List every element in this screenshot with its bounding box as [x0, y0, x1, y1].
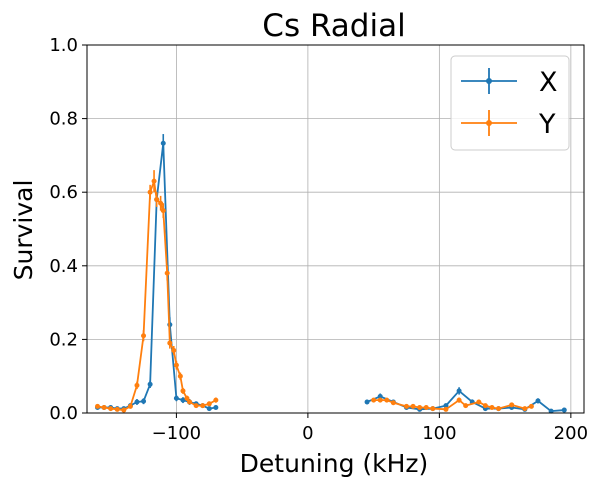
data-point — [177, 373, 183, 379]
data-point — [482, 403, 488, 409]
data-point — [108, 406, 114, 412]
data-point — [443, 406, 449, 412]
data-point — [476, 399, 482, 405]
data-point — [147, 189, 153, 195]
data-point — [171, 347, 177, 353]
data-point — [213, 404, 219, 410]
x-tick-label: 200 — [554, 423, 588, 444]
series-y — [95, 170, 534, 413]
data-point — [456, 388, 462, 394]
data-point — [147, 381, 153, 387]
data-point — [213, 397, 219, 403]
data-point — [160, 140, 166, 146]
data-point — [121, 407, 127, 413]
data-point — [141, 333, 147, 339]
data-point — [200, 403, 206, 409]
data-point — [390, 400, 396, 406]
plot-frame — [86, 44, 585, 414]
data-point — [151, 178, 157, 184]
data-point — [187, 399, 193, 405]
legend-label: X — [539, 67, 558, 98]
data-point — [95, 403, 101, 409]
data-point — [154, 197, 160, 203]
y-tick-label: 0.4 — [49, 256, 78, 277]
y-tick-label: 0.2 — [49, 329, 78, 350]
y-axis-ticks: 0.0 0.2 0.4 0.6 0.8 1.0 — [49, 35, 87, 424]
data-point — [443, 403, 449, 409]
data-point — [489, 404, 495, 410]
data-point — [456, 397, 462, 403]
data-point — [509, 402, 515, 408]
data-point — [377, 393, 383, 399]
data-point — [164, 270, 170, 276]
data-point — [496, 406, 502, 412]
data-point — [417, 404, 423, 410]
data-point — [127, 403, 133, 409]
legend-label: Y — [538, 109, 556, 140]
x-axis-label: Detuning (kHz) — [240, 449, 429, 478]
legend: XY — [450, 55, 570, 151]
chart-title: Cs Radial — [262, 8, 405, 44]
data-point — [404, 403, 409, 409]
data-point — [173, 395, 179, 401]
data-point — [561, 407, 567, 413]
data-point — [410, 403, 416, 409]
y-tick-label: 0.8 — [49, 109, 78, 130]
x-tick-label: 100 — [422, 423, 456, 444]
data-point — [173, 362, 179, 368]
y-axis-label: Survival — [9, 180, 38, 281]
series-layer — [95, 134, 567, 414]
x-tick-label: 0 — [302, 423, 313, 444]
data-point — [206, 401, 212, 407]
y-tick-label: 0.0 — [49, 403, 78, 424]
y-tick-label: 1.0 — [49, 35, 78, 56]
x-tick-label: −100 — [152, 423, 201, 444]
data-point — [384, 397, 390, 403]
data-point — [134, 382, 140, 388]
x-axis-ticks: −100 0 100 200 — [152, 413, 588, 444]
data-point — [430, 406, 436, 412]
data-point — [206, 406, 212, 412]
data-point — [193, 403, 199, 409]
data-point — [180, 397, 186, 403]
legend-box — [450, 55, 570, 151]
data-point — [180, 388, 186, 394]
series-line — [97, 142, 217, 410]
data-point — [184, 395, 190, 401]
y-tick-label: 0.6 — [49, 182, 78, 203]
data-point — [535, 398, 541, 404]
data-point — [114, 406, 120, 412]
data-point — [364, 399, 370, 405]
data-point — [158, 200, 164, 206]
data-point — [423, 404, 429, 410]
data-point — [101, 404, 107, 410]
data-point — [463, 403, 469, 409]
data-point — [548, 408, 554, 414]
data-point — [371, 397, 377, 403]
data-point — [141, 398, 147, 404]
data-point — [160, 208, 166, 214]
data-point — [528, 403, 534, 409]
data-point — [522, 406, 528, 412]
data-point — [134, 399, 140, 405]
legend-marker — [486, 120, 492, 126]
data-point — [167, 340, 173, 346]
data-point — [377, 397, 383, 403]
legend-marker — [486, 78, 492, 84]
